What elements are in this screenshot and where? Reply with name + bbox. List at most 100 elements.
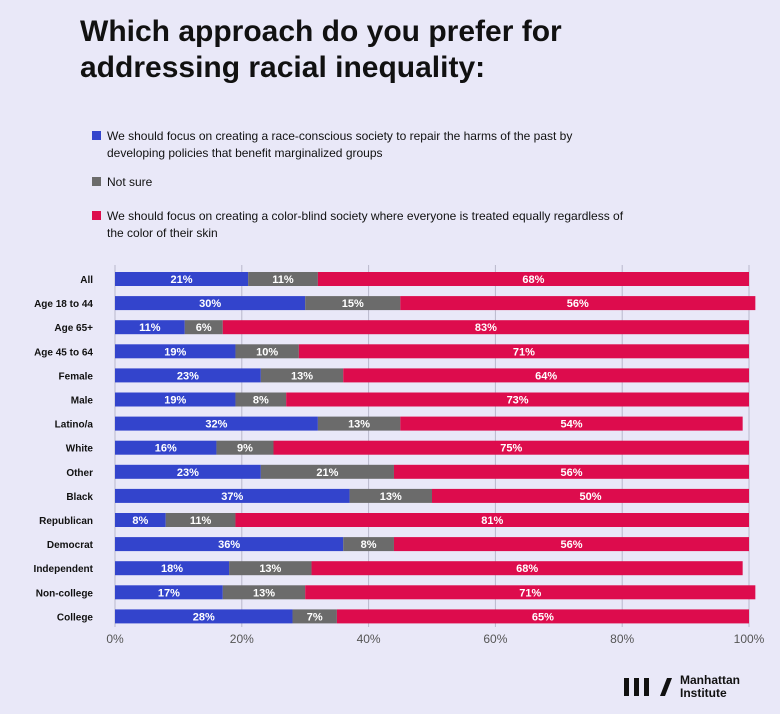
- chart-title: Which approach do you prefer for address…: [80, 15, 562, 84]
- data-label-not-sure-age-18-to-44: 15%: [342, 298, 364, 310]
- data-label-race-conscious-age-18-to-44: 30%: [199, 298, 221, 310]
- data-label-color-blind-latino-a: 54%: [560, 419, 582, 431]
- bar-segment-color-blind-latino-a: [400, 416, 743, 431]
- bar-segment-race-conscious-democrat: [115, 537, 344, 552]
- bar-segment-not-sure-age-45-to-64: [235, 344, 299, 359]
- data-label-race-conscious-other: 23%: [177, 467, 199, 479]
- bar-segment-not-sure-latino-a: [317, 416, 401, 431]
- bar-segment-color-blind-age-18-to-44: [400, 296, 756, 311]
- data-label-race-conscious-age-45-to-64: 19%: [164, 346, 186, 358]
- category-label: Female: [59, 371, 94, 382]
- bar-segment-not-sure-democrat: [343, 537, 394, 552]
- x-tick-label: 20%: [230, 632, 254, 646]
- data-label-color-blind-independent: 68%: [516, 563, 538, 575]
- bar-segment-color-blind-age-45-to-64: [298, 344, 749, 359]
- x-tick-label: 80%: [610, 632, 634, 646]
- data-label-color-blind-college: 65%: [532, 611, 554, 623]
- bar-segment-race-conscious-black: [115, 488, 350, 503]
- bar-segment-color-blind-all: [317, 272, 749, 286]
- bar-segment-not-sure-independent: [229, 561, 312, 576]
- data-label-color-blind-all: 68%: [522, 274, 544, 286]
- category-label: All: [80, 275, 93, 286]
- data-label-race-conscious-male: 19%: [164, 395, 186, 407]
- data-label-not-sure-other: 21%: [316, 467, 338, 479]
- category-label: Independent: [34, 564, 94, 575]
- bar-segment-color-blind-white: [273, 440, 749, 455]
- logo-text: Manhattan Institute: [680, 673, 740, 700]
- legend-item-color-blind: We should focus on creating a color-blin…: [92, 208, 627, 242]
- bar-segment-race-conscious-other: [115, 464, 261, 479]
- bar-segment-race-conscious-age-65: [115, 320, 185, 335]
- bar-segment-color-blind-age-65: [222, 320, 749, 335]
- data-label-race-conscious-college: 28%: [193, 611, 215, 623]
- bar-segment-color-blind-female: [343, 368, 749, 383]
- data-label-race-conscious-white: 16%: [155, 443, 177, 455]
- data-label-not-sure-non-college: 13%: [253, 587, 275, 599]
- legend-swatch-color-blind: [92, 211, 101, 220]
- bar-segment-not-sure-white: [216, 440, 274, 455]
- bar-segment-race-conscious-male: [115, 392, 236, 407]
- x-tick-label: 0%: [106, 632, 124, 646]
- category-label: Age 45 to 64: [34, 347, 93, 358]
- bar-segment-not-sure-black: [349, 488, 432, 503]
- category-label: Male: [71, 396, 94, 407]
- x-tick-label: 100%: [734, 632, 765, 646]
- bar-segment-not-sure-republican: [165, 513, 236, 527]
- data-label-not-sure-independent: 13%: [259, 563, 281, 575]
- data-label-color-blind-white: 75%: [500, 443, 522, 455]
- category-label: Age 18 to 44: [34, 299, 93, 310]
- bar-segment-color-blind-independent: [311, 561, 743, 576]
- bar-segment-color-blind-college: [336, 609, 749, 624]
- bar-segment-race-conscious-independent: [115, 561, 230, 576]
- manhattan-institute-logo: Manhattan Institute: [624, 674, 760, 700]
- category-label: College: [57, 612, 94, 623]
- x-tick-label: 40%: [357, 632, 381, 646]
- data-label-race-conscious-non-college: 17%: [158, 587, 180, 599]
- data-label-race-conscious-all: 21%: [171, 274, 193, 286]
- legend-label-race-conscious: We should focus on creating a race-consc…: [107, 129, 573, 160]
- bar-segment-color-blind-non-college: [305, 585, 756, 600]
- data-label-not-sure-male: 8%: [253, 395, 269, 407]
- category-label: Age 65+: [54, 323, 93, 334]
- data-label-not-sure-college: 7%: [307, 611, 323, 623]
- data-label-race-conscious-independent: 18%: [161, 563, 183, 575]
- category-label: Black: [66, 492, 93, 503]
- data-label-color-blind-democrat: 56%: [560, 539, 582, 551]
- data-label-color-blind-age-65: 83%: [475, 322, 497, 334]
- legend-item-race-conscious: We should focus on creating a race-consc…: [92, 128, 627, 162]
- bar-segment-race-conscious-latino-a: [115, 416, 318, 431]
- logo-mark-icon: [624, 678, 672, 696]
- data-label-color-blind-female: 64%: [535, 370, 557, 382]
- data-label-not-sure-age-45-to-64: 10%: [256, 346, 278, 358]
- data-label-not-sure-age-65: 6%: [196, 322, 212, 334]
- bar-segment-race-conscious-all: [115, 272, 249, 286]
- bar-segment-not-sure-all: [248, 272, 318, 286]
- data-label-race-conscious-female: 23%: [177, 370, 199, 382]
- bar-segment-race-conscious-white: [115, 440, 217, 455]
- data-label-color-blind-male: 73%: [507, 395, 529, 407]
- bar-segment-color-blind-democrat: [393, 537, 749, 552]
- bar-segment-not-sure-non-college: [222, 585, 306, 600]
- data-label-race-conscious-latino-a: 32%: [205, 419, 227, 431]
- x-tick-label: 60%: [483, 632, 507, 646]
- data-label-not-sure-female: 13%: [291, 370, 313, 382]
- bar-segment-race-conscious-age-45-to-64: [115, 344, 236, 359]
- data-label-color-blind-non-college: 71%: [519, 587, 541, 599]
- bar-segment-not-sure-college: [292, 609, 337, 624]
- category-label: Latino/a: [55, 420, 94, 431]
- data-label-race-conscious-black: 37%: [221, 491, 243, 503]
- bar-segment-race-conscious-republican: [115, 513, 166, 527]
- bar-segment-color-blind-male: [286, 392, 749, 407]
- bar-segment-color-blind-black: [432, 488, 749, 503]
- bar-segment-not-sure-age-18-to-44: [305, 296, 401, 311]
- legend-item-not-sure: Not sure: [92, 174, 627, 191]
- category-label: Republican: [39, 516, 93, 527]
- data-label-not-sure-black: 13%: [380, 491, 402, 503]
- data-label-race-conscious-age-65: 11%: [139, 322, 161, 334]
- bar-segment-not-sure-male: [235, 392, 287, 407]
- data-label-race-conscious-republican: 8%: [132, 515, 148, 527]
- legend-label-not-sure: Not sure: [107, 175, 153, 189]
- data-label-not-sure-republican: 11%: [190, 515, 212, 527]
- bar-segment-race-conscious-non-college: [115, 585, 223, 600]
